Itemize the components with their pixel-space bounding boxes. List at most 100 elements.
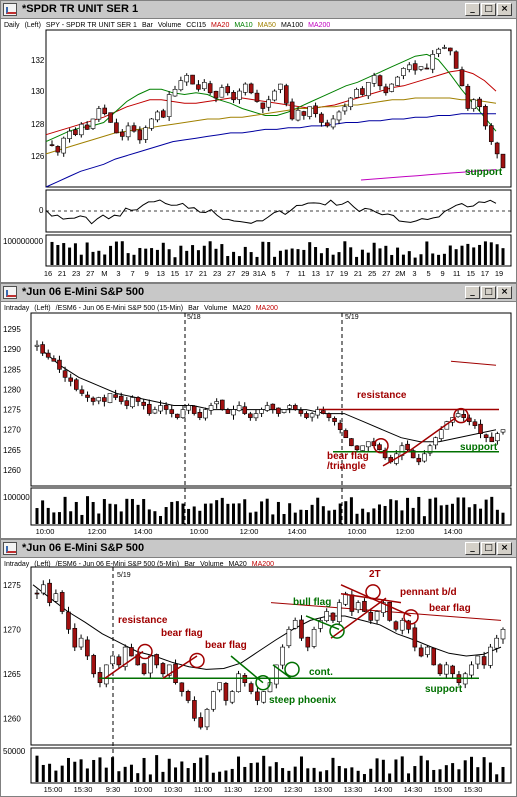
- price-chart[interactable]: 15:00 15:30 9:30 10:00 10:30 11:00 11:30 12:00 1…: [1, 559, 516, 796]
- volume-bar: [316, 497, 320, 524]
- volume-bar: [243, 766, 247, 782]
- close-button[interactable]: ×: [497, 286, 512, 299]
- time-axis-label: 13:30: [344, 785, 363, 794]
- minimize-button[interactable]: _: [465, 286, 480, 299]
- ohlc-bar-body: [360, 445, 365, 451]
- volume-bar: [63, 496, 67, 524]
- legend-scale: (Left): [34, 305, 51, 312]
- volume-bar: [91, 251, 95, 265]
- triangle-label: /triangle: [327, 461, 366, 472]
- volume-bar: [261, 241, 265, 265]
- volume-bar: [356, 770, 360, 782]
- volume-bar: [413, 257, 417, 265]
- ohlc-bar-body: [155, 111, 160, 121]
- close-button[interactable]: ×: [497, 3, 512, 16]
- ohlc-bar-body: [131, 125, 137, 132]
- legend-indicator: CCI15: [186, 22, 207, 29]
- volume-bar: [337, 765, 341, 782]
- maximize-button[interactable]: □: [481, 3, 496, 16]
- volume-bar: [132, 254, 136, 265]
- ohlc-bar-body: [73, 129, 78, 135]
- volume-bar: [394, 500, 398, 524]
- volume-bar: [142, 757, 146, 782]
- pattern-circle: [329, 623, 345, 639]
- ohlc-bar-body: [406, 64, 412, 70]
- pattern-circle: [365, 584, 381, 600]
- time-axis-label: 5: [426, 269, 430, 278]
- bull-flag-label: bull flag: [293, 597, 332, 608]
- volume-bar: [66, 757, 70, 782]
- window-titlebar[interactable]: *Jun 06 E-Mini S&P 500 _ □ ×: [1, 540, 516, 558]
- ma-line-ma200: [450, 360, 497, 366]
- ohlc-bar-body: [130, 397, 135, 408]
- ohlc-bar-body: [418, 647, 424, 657]
- resistance-label: resistance: [118, 615, 168, 626]
- time-axis-label: 17: [326, 269, 334, 278]
- ohlc-bar-body: [47, 582, 52, 603]
- ohlc-bar-body: [494, 142, 500, 155]
- chart-app-icon[interactable]: [3, 286, 17, 299]
- time-axis-label: 2M: [395, 269, 405, 278]
- legend-scale: (Left): [24, 22, 41, 29]
- window-titlebar[interactable]: *Jun 06 E-Mini S&P 500 _ □ ×: [1, 284, 516, 302]
- minimize-button[interactable]: _: [465, 542, 480, 555]
- volume-bar: [372, 508, 376, 524]
- price-tick: 1280: [3, 385, 21, 394]
- volume-bar: [97, 250, 101, 265]
- volume-bar: [362, 774, 366, 782]
- ohlc-bar-body: [169, 409, 175, 414]
- ohlc-bar-body: [389, 83, 395, 92]
- minimize-button[interactable]: _: [465, 3, 480, 16]
- price-tick: 1285: [3, 365, 21, 374]
- time-axis-label: 21: [354, 269, 362, 278]
- legend-chart-type: Bar: [184, 561, 196, 568]
- ohlc-bar-body: [330, 118, 336, 128]
- ohlc-bar-body: [68, 377, 73, 382]
- ohlc-bar-body: [424, 67, 430, 70]
- volume-bar: [462, 497, 466, 524]
- volume-bar: [273, 256, 277, 265]
- price-chart[interactable]: 16 21 23 27 M 3 7 9 13 15 17 21 23 27 29 31A 5 7 11 13 17 19 2…: [1, 20, 516, 282]
- ohlc-bar-body: [483, 105, 488, 127]
- window-titlebar[interactable]: *SPDR TR UNIT SER 1 _ □ ×: [1, 1, 516, 19]
- price-chart[interactable]: 10:00 12:00 14:00 10:00 12:00 14:00 10:00 12:00…: [1, 303, 516, 538]
- volume-bar: [390, 254, 394, 265]
- ohlc-bar-body: [191, 405, 197, 414]
- ohlc-bar-body: [478, 423, 483, 434]
- volume-bar: [450, 503, 454, 524]
- maximize-button[interactable]: □: [481, 542, 496, 555]
- pattern-circle: [284, 661, 300, 678]
- volume-bar: [457, 769, 461, 782]
- ohlc-bar-body: [84, 124, 90, 130]
- volume-bar: [369, 768, 373, 782]
- time-axis-label: 12:00: [240, 527, 259, 536]
- ohlc-bar-body: [455, 413, 461, 418]
- time-axis-label: 12:00: [254, 785, 273, 794]
- volume-bar: [281, 768, 285, 782]
- volume-bar: [439, 505, 443, 524]
- close-button[interactable]: ×: [497, 542, 512, 555]
- volume-bar: [314, 247, 318, 265]
- ohlc-bar-body: [383, 86, 389, 94]
- ohlc-bar-body: [201, 82, 207, 90]
- chart-app-icon[interactable]: [3, 542, 17, 555]
- volume-bar: [97, 513, 101, 524]
- ohlc-bar-body: [213, 90, 219, 99]
- ohlc-bar-body: [453, 51, 459, 69]
- volume-bar: [318, 771, 322, 782]
- ohlc-bar-body: [332, 418, 337, 422]
- chart-app-icon[interactable]: [3, 3, 17, 16]
- maximize-button[interactable]: □: [481, 286, 496, 299]
- volume-tick: 100000000: [3, 237, 44, 246]
- legend-chart-type: Bar: [188, 305, 200, 312]
- time-axis-label: 27: [86, 269, 94, 278]
- chart-window-es-15min: *Jun 06 E-Mini S&P 500 _ □ × Intraday (Le…: [0, 283, 517, 539]
- price-tick: 1275: [3, 581, 21, 590]
- legend-indicator: MA100: [280, 22, 304, 29]
- legend-interval: Intraday: [4, 561, 30, 568]
- time-axis-label: 14:00: [288, 527, 307, 536]
- price-pane-frame: [30, 566, 512, 746]
- double-top-label: 2T: [369, 569, 381, 580]
- ohlc-bar-body: [207, 83, 213, 94]
- ohlc-bar-body: [192, 700, 197, 719]
